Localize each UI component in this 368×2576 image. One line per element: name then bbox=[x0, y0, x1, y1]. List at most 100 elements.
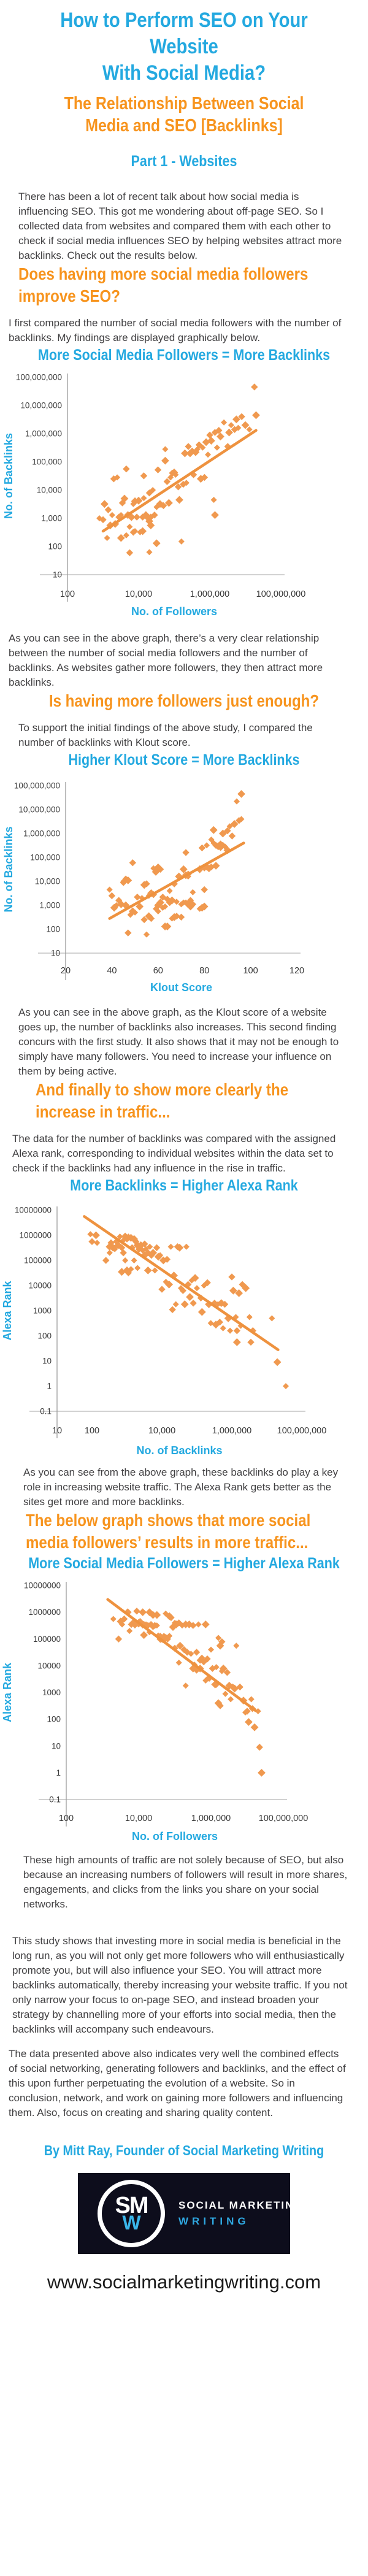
scatter-plot-followers-backlinks: 100,000,000 10,000,000 1,000,000 100,000 10,… bbox=[2, 373, 306, 618]
paragraph-final: The data presented above also indicates … bbox=[9, 2048, 346, 2118]
chart-title-3: More Backlinks = Higher Alexa Rank bbox=[70, 1177, 298, 1194]
subtitle-line2: Media and SEO [Backlinks] bbox=[85, 116, 283, 136]
page-title: How to Perform SEO on Your Website With S… bbox=[0, 7, 368, 86]
logo-monogram-sm: SM bbox=[115, 2193, 149, 2218]
svg-text:100,000,000: 100,000,000 bbox=[16, 373, 62, 382]
svg-text:100,000,000: 100,000,000 bbox=[14, 781, 60, 791]
subtitle: The Relationship Between Social Media and… bbox=[0, 93, 368, 137]
paragraph-alexa-setup: The data for the number of backlinks was… bbox=[12, 1133, 336, 1174]
svg-text:1: 1 bbox=[47, 1382, 52, 1391]
svg-text:No. of Backlinks: No. of Backlinks bbox=[2, 826, 15, 912]
paragraph-after-chart1: As you can see in the above graph, there… bbox=[9, 632, 323, 688]
subtitle-line1: The Relationship Between Social bbox=[64, 94, 304, 113]
section-heading-followers-improve-seo: Does having more social media followers … bbox=[18, 264, 309, 305]
svg-text:0.1: 0.1 bbox=[40, 1407, 52, 1416]
svg-text:10: 10 bbox=[42, 1357, 52, 1366]
svg-text:20: 20 bbox=[61, 966, 71, 976]
svg-text:10,000,000: 10,000,000 bbox=[18, 805, 60, 815]
scatter-plot-followers-alexa: 10000000 1000000 100000 10000 1000 100 10 1 0.1 1… bbox=[1, 1581, 309, 1843]
svg-text:100,000: 100,000 bbox=[30, 853, 60, 862]
svg-text:1,000: 1,000 bbox=[41, 514, 62, 523]
section-heading-increase-traffic: And finally to show more clearly the inc… bbox=[36, 1080, 289, 1121]
svg-text:1,000,000: 1,000,000 bbox=[25, 429, 62, 439]
scatter-plot-backlinks-alexa: 10000000 1000000 100000 10000 1000 100 10 1 0.1 1… bbox=[1, 1206, 327, 1457]
svg-text:No. of Followers: No. of Followers bbox=[131, 605, 217, 618]
website-url: www.socialmarketingwriting.com bbox=[47, 2271, 321, 2293]
svg-text:100,000: 100,000 bbox=[32, 458, 62, 467]
paragraph-after-chart4: These high amounts of traffic are not so… bbox=[23, 1854, 348, 1910]
svg-text:Alexa Rank: Alexa Rank bbox=[1, 1280, 13, 1340]
svg-text:100: 100 bbox=[37, 1332, 52, 1341]
svg-text:10000: 10000 bbox=[37, 1661, 61, 1670]
svg-text:100: 100 bbox=[59, 1814, 74, 1823]
svg-text:10000000: 10000000 bbox=[24, 1581, 61, 1590]
paragraph-intro: There has been a lot of recent talk abou… bbox=[18, 191, 342, 261]
chart-title-4: More Social Media Followers = Higher Ale… bbox=[28, 1555, 340, 1572]
svg-text:10: 10 bbox=[51, 949, 60, 958]
svg-text:No. of Backlinks: No. of Backlinks bbox=[136, 1444, 222, 1457]
svg-text:100: 100 bbox=[85, 1426, 99, 1436]
svg-text:100000: 100000 bbox=[33, 1635, 61, 1644]
svg-text:1000: 1000 bbox=[33, 1306, 52, 1316]
svg-text:1,000,000: 1,000,000 bbox=[191, 1814, 231, 1823]
paragraph-first-compare: I first compared the number of social me… bbox=[9, 317, 342, 343]
paragraph-after-chart2: As you can see in the above graph, as th… bbox=[18, 1006, 339, 1077]
svg-text:10,000,000: 10,000,000 bbox=[20, 401, 62, 410]
page-title-line1: How to Perform SEO on Your Website bbox=[60, 9, 308, 58]
svg-text:100: 100 bbox=[243, 966, 258, 976]
part-label: Part 1 - Websites bbox=[131, 153, 237, 170]
svg-text:Alexa Rank: Alexa Rank bbox=[1, 1662, 13, 1722]
svg-text:10000: 10000 bbox=[28, 1281, 52, 1290]
svg-text:40: 40 bbox=[107, 966, 117, 976]
page-title-line2: With Social Media? bbox=[102, 61, 266, 85]
svg-text:80: 80 bbox=[199, 966, 209, 976]
logo-monogram-circle: SM W bbox=[98, 2180, 165, 2247]
svg-text:1,000,000: 1,000,000 bbox=[190, 589, 230, 599]
svg-text:100: 100 bbox=[47, 1715, 61, 1724]
chart-title-2: Higher Klout Score = More Backlinks bbox=[68, 751, 300, 769]
section-heading-followers-enough: Is having more followers just enough? bbox=[48, 691, 320, 710]
svg-text:1,000: 1,000 bbox=[39, 901, 60, 910]
svg-text:1000000: 1000000 bbox=[28, 1608, 61, 1617]
svg-text:60: 60 bbox=[153, 966, 163, 976]
paragraph-after-chart3: As you can see from the above graph, the… bbox=[23, 1466, 339, 1508]
svg-text:10: 10 bbox=[52, 1741, 61, 1750]
svg-text:1,000,000: 1,000,000 bbox=[23, 829, 60, 838]
svg-text:100: 100 bbox=[48, 542, 62, 551]
paragraph-study-conclusion: This study shows that investing more in … bbox=[12, 1935, 348, 2035]
svg-text:100,000,000: 100,000,000 bbox=[256, 589, 306, 599]
svg-text:Klout Score: Klout Score bbox=[150, 981, 212, 994]
brand-logo: SM W SOCIAL MARKETING WRITING bbox=[78, 2173, 302, 2254]
paragraph-support: To support the initial findings of the a… bbox=[18, 722, 313, 748]
logo-monogram-w: W bbox=[122, 2212, 140, 2234]
svg-text:10,000: 10,000 bbox=[148, 1426, 175, 1436]
logo-wordmark: SOCIAL MARKETING WRITING bbox=[178, 2199, 304, 2228]
svg-text:10,000: 10,000 bbox=[35, 877, 60, 886]
svg-text:10000000: 10000000 bbox=[15, 1206, 52, 1215]
svg-text:10: 10 bbox=[52, 1426, 62, 1436]
logo-wordmark-line1: SOCIAL MARKETING bbox=[178, 2199, 304, 2211]
logo-wordmark-line2: WRITING bbox=[178, 2215, 250, 2227]
svg-text:10,000: 10,000 bbox=[37, 486, 62, 495]
svg-text:10,000: 10,000 bbox=[125, 589, 152, 599]
svg-text:10: 10 bbox=[53, 570, 62, 580]
svg-text:0.1: 0.1 bbox=[49, 1795, 61, 1804]
scatter-plot-klout-backlinks: 100,000,000 10,000,000 1,000,000 100,000 10,… bbox=[2, 781, 304, 994]
svg-text:120: 120 bbox=[289, 966, 304, 976]
svg-text:1000000: 1000000 bbox=[19, 1231, 52, 1240]
svg-text:100000: 100000 bbox=[24, 1256, 52, 1265]
chart-title-1: More Social Media Followers = More Backl… bbox=[37, 347, 331, 364]
svg-text:1: 1 bbox=[56, 1768, 61, 1777]
svg-text:100: 100 bbox=[60, 589, 75, 599]
section-heading-more-traffic: The below graph shows that more social m… bbox=[26, 1511, 311, 1552]
svg-text:10,000: 10,000 bbox=[125, 1814, 152, 1823]
svg-text:100,000,000: 100,000,000 bbox=[277, 1426, 327, 1436]
svg-text:1,000,000: 1,000,000 bbox=[212, 1426, 252, 1436]
svg-text:No. of Backlinks: No. of Backlinks bbox=[2, 433, 15, 519]
svg-text:1000: 1000 bbox=[42, 1688, 61, 1697]
byline: By Mitt Ray, Founder of Social Marketing… bbox=[44, 2142, 324, 2158]
svg-text:No. of Followers: No. of Followers bbox=[132, 1830, 218, 1842]
svg-text:100,000,000: 100,000,000 bbox=[259, 1814, 309, 1823]
svg-text:100: 100 bbox=[46, 925, 60, 934]
